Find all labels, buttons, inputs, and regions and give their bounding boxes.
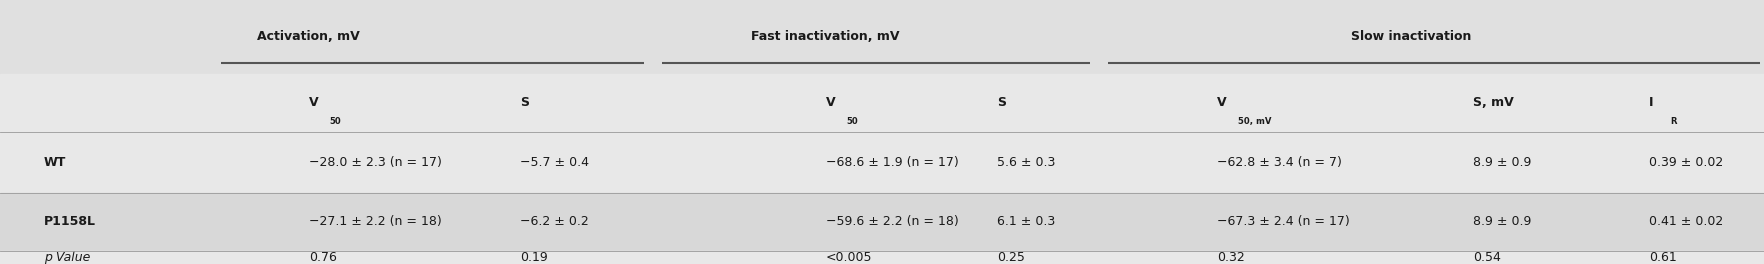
- Text: S: S: [520, 96, 529, 110]
- Text: V: V: [1217, 96, 1226, 110]
- Text: 0.32: 0.32: [1217, 251, 1245, 264]
- Text: 0.39 ± 0.02: 0.39 ± 0.02: [1649, 156, 1723, 169]
- Text: 50: 50: [847, 117, 859, 126]
- Bar: [0, 251, 1764, 264]
- Text: −5.7 ± 0.4: −5.7 ± 0.4: [520, 156, 589, 169]
- Text: 50: 50: [330, 117, 342, 126]
- Text: −28.0 ± 2.3 (n = 17): −28.0 ± 2.3 (n = 17): [309, 156, 441, 169]
- Text: 6.1 ± 0.3: 6.1 ± 0.3: [997, 215, 1055, 228]
- Text: Slow inactivation: Slow inactivation: [1351, 30, 1471, 44]
- Text: 5.6 ± 0.3: 5.6 ± 0.3: [997, 156, 1055, 169]
- Text: V: V: [826, 96, 834, 110]
- Text: 8.9 ± 0.9: 8.9 ± 0.9: [1473, 156, 1531, 169]
- Text: R: R: [1671, 117, 1678, 126]
- Text: −67.3 ± 2.4 (n = 17): −67.3 ± 2.4 (n = 17): [1217, 215, 1349, 228]
- Text: p Value: p Value: [44, 251, 90, 264]
- Bar: [0, 132, 1764, 193]
- Text: 0.19: 0.19: [520, 251, 549, 264]
- Text: S: S: [997, 96, 1005, 110]
- Text: <0.005: <0.005: [826, 251, 871, 264]
- Text: 50, mV: 50, mV: [1238, 117, 1272, 126]
- Text: P1158L: P1158L: [44, 215, 95, 228]
- Text: 0.76: 0.76: [309, 251, 337, 264]
- Text: 8.9 ± 0.9: 8.9 ± 0.9: [1473, 215, 1531, 228]
- Text: 0.54: 0.54: [1473, 251, 1501, 264]
- Text: −27.1 ± 2.2 (n = 18): −27.1 ± 2.2 (n = 18): [309, 215, 441, 228]
- Text: Fast inactivation, mV: Fast inactivation, mV: [751, 30, 900, 44]
- Text: V: V: [309, 96, 318, 110]
- Text: I: I: [1649, 96, 1655, 110]
- Text: −68.6 ± 1.9 (n = 17): −68.6 ± 1.9 (n = 17): [826, 156, 958, 169]
- Bar: [0, 0, 1764, 74]
- Text: −62.8 ± 3.4 (n = 7): −62.8 ± 3.4 (n = 7): [1217, 156, 1342, 169]
- Text: 0.41 ± 0.02: 0.41 ± 0.02: [1649, 215, 1723, 228]
- Text: WT: WT: [44, 156, 67, 169]
- Text: −6.2 ± 0.2: −6.2 ± 0.2: [520, 215, 589, 228]
- Text: Activation, mV: Activation, mV: [258, 30, 360, 44]
- Bar: [0, 74, 1764, 132]
- Text: 0.61: 0.61: [1649, 251, 1678, 264]
- Text: 0.25: 0.25: [997, 251, 1025, 264]
- Text: −59.6 ± 2.2 (n = 18): −59.6 ± 2.2 (n = 18): [826, 215, 958, 228]
- Bar: [0, 193, 1764, 251]
- Text: S, mV: S, mV: [1473, 96, 1514, 110]
